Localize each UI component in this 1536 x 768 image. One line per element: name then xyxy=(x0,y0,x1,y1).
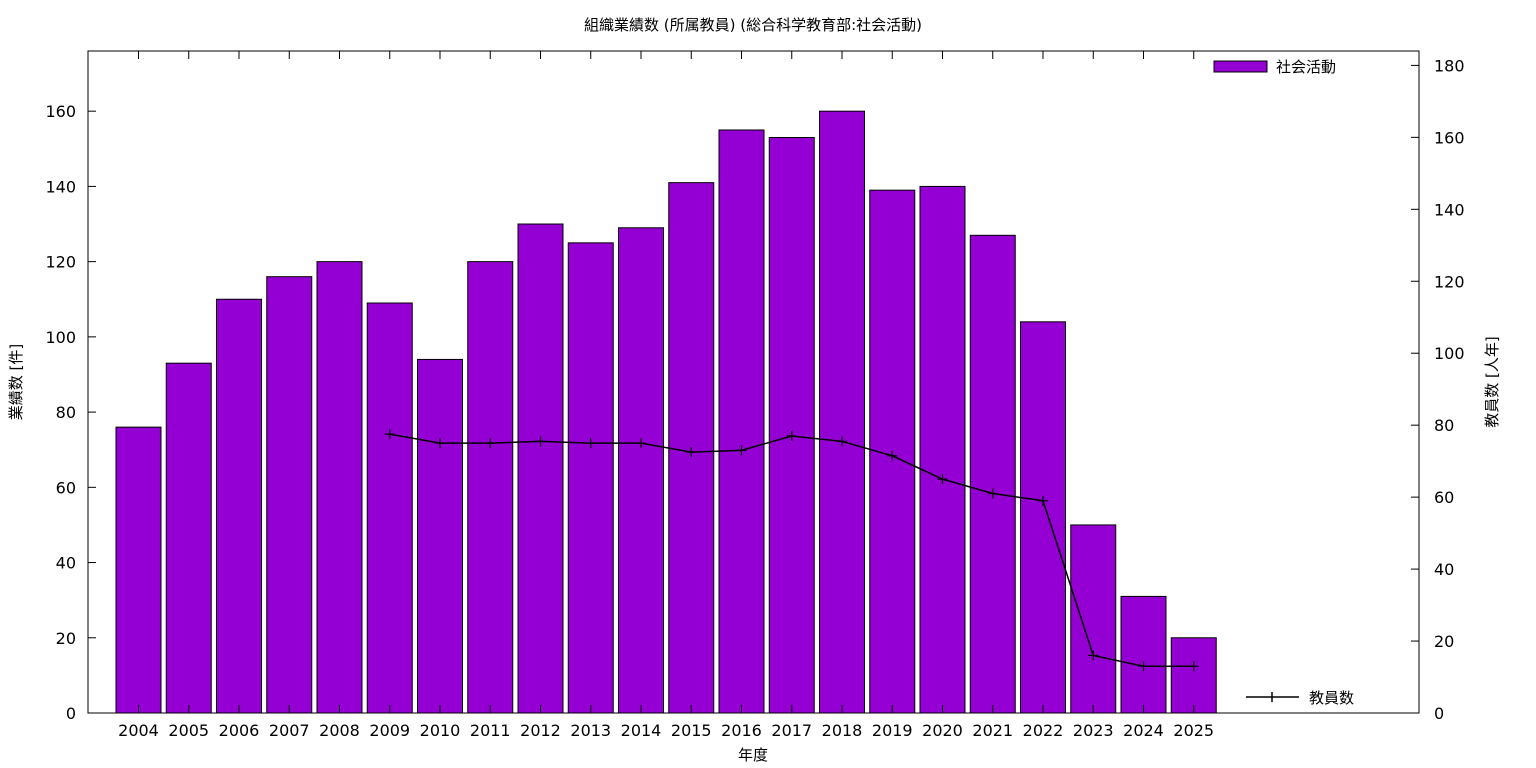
x-tick-label: 2012 xyxy=(520,721,561,740)
bar-2004 xyxy=(115,426,162,714)
x-tick-label: 2011 xyxy=(470,721,511,740)
legend-line-label: 教員数 xyxy=(1309,689,1354,707)
bar-2007 xyxy=(266,276,313,714)
x-tick-label: 2004 xyxy=(118,721,159,740)
bar-2005 xyxy=(165,362,212,714)
right-tick-label: 20 xyxy=(1434,632,1454,651)
bar-2006 xyxy=(216,298,262,714)
bar-2024 xyxy=(1120,595,1167,714)
line-point-2014 xyxy=(636,438,646,449)
line-point-2016 xyxy=(736,445,747,456)
bar-series xyxy=(115,110,1217,714)
x-tick-label: 2023 xyxy=(1073,721,1114,740)
right-axis: 0 20 40 60 80 100 120 140 160 180 xyxy=(1411,56,1465,723)
bar-2012 xyxy=(517,223,564,714)
x-tick-label: 2019 xyxy=(872,721,913,740)
bar-2020 xyxy=(919,185,966,714)
right-tick-label: 0 xyxy=(1434,704,1444,723)
right-tick-label: 120 xyxy=(1434,272,1465,291)
x-tick-label: 2005 xyxy=(168,721,209,740)
right-tick-label: 60 xyxy=(1434,488,1454,507)
x-tick-label: 2010 xyxy=(420,721,461,740)
legend-bars: 社会活動 xyxy=(1213,58,1336,76)
x-tick-label: 2017 xyxy=(771,721,812,740)
line-point-2019 xyxy=(887,450,898,461)
line-series xyxy=(384,429,1199,672)
x-tick-label: 2025 xyxy=(1173,721,1214,740)
x-tick-label: 2008 xyxy=(319,721,360,740)
line-point-2009 xyxy=(384,429,395,440)
line-point-2013 xyxy=(585,438,596,449)
left-tick-label: 80 xyxy=(56,403,76,422)
chart-title: 組織業績数 (所属教員) (総合科学教育部:社会活動) xyxy=(584,16,922,34)
x-tick-label: 2018 xyxy=(822,721,863,740)
right-tick-label: 180 xyxy=(1434,56,1465,75)
line-point-2023 xyxy=(1088,650,1099,661)
x-tick-label: 2014 xyxy=(621,721,662,740)
x-axis: 2004 2005 2006 2007 2008 2009 2010 2011 2012 2013… xyxy=(118,51,1214,740)
left-tick-label: 140 xyxy=(45,177,76,196)
bar-2008 xyxy=(316,261,363,714)
x-tick-label: 2022 xyxy=(1023,721,1064,740)
left-tick-label: 100 xyxy=(45,328,76,347)
bar-2021 xyxy=(969,234,1016,714)
bar-2018 xyxy=(819,110,865,714)
bar-2011 xyxy=(467,261,514,714)
right-tick-label: 80 xyxy=(1434,416,1454,435)
x-tick-label: 2007 xyxy=(269,721,310,740)
left-tick-label: 40 xyxy=(56,554,76,573)
x-tick-label: 2009 xyxy=(369,721,410,740)
left-tick-label: 120 xyxy=(45,253,76,272)
left-tick-label: 20 xyxy=(56,629,76,648)
bar-2010 xyxy=(417,358,463,714)
x-tick-label: 2006 xyxy=(219,721,260,740)
left-axis: 0 20 40 60 80 100 120 140 160 xyxy=(45,102,96,723)
bar-2022 xyxy=(1020,321,1066,714)
bar-2009 xyxy=(366,302,413,714)
bar-2014 xyxy=(618,227,664,714)
x-tick-label: 2024 xyxy=(1123,721,1164,740)
line-point-2020 xyxy=(937,474,948,485)
bar-2016 xyxy=(718,129,765,714)
line-point-2022 xyxy=(1038,495,1048,506)
legend-line: 教員数 xyxy=(1246,689,1354,707)
x-axis-title: 年度 xyxy=(738,746,768,764)
line-point-2017 xyxy=(786,430,797,441)
x-tick-label: 2013 xyxy=(570,721,611,740)
legend-bar-label: 社会活動 xyxy=(1276,58,1336,76)
bar-2013 xyxy=(567,242,614,714)
right-tick-label: 160 xyxy=(1434,128,1465,147)
line-point-2018 xyxy=(837,436,847,447)
line-point-2011 xyxy=(485,438,496,449)
x-tick-label: 2020 xyxy=(922,721,963,740)
left-tick-label: 0 xyxy=(66,704,76,723)
plot-frame xyxy=(87,50,1420,714)
bar-2025 xyxy=(1170,637,1217,714)
left-tick-label: 160 xyxy=(45,102,76,121)
right-tick-label: 100 xyxy=(1434,344,1465,363)
right-tick-label: 40 xyxy=(1434,560,1454,579)
bar-2023 xyxy=(1070,524,1117,714)
left-tick-label: 60 xyxy=(56,478,76,497)
x-tick-label: 2016 xyxy=(721,721,762,740)
bar-2017 xyxy=(768,137,815,714)
line-point-2012 xyxy=(535,436,546,447)
y-axis-title: 業績数 [件] xyxy=(7,344,25,420)
x-tick-label: 2015 xyxy=(671,721,712,740)
y2-axis-title: 教員数 [人年] xyxy=(1483,336,1501,427)
line-point-2025 xyxy=(1188,661,1199,672)
line-point-2010 xyxy=(435,438,445,449)
x-tick-label: 2021 xyxy=(972,721,1013,740)
legend-bar-swatch xyxy=(1213,60,1268,73)
right-tick-label: 140 xyxy=(1434,200,1465,219)
line-point-2015 xyxy=(686,447,697,458)
line-point-2024 xyxy=(1138,661,1149,672)
line-point-2021 xyxy=(987,488,998,499)
